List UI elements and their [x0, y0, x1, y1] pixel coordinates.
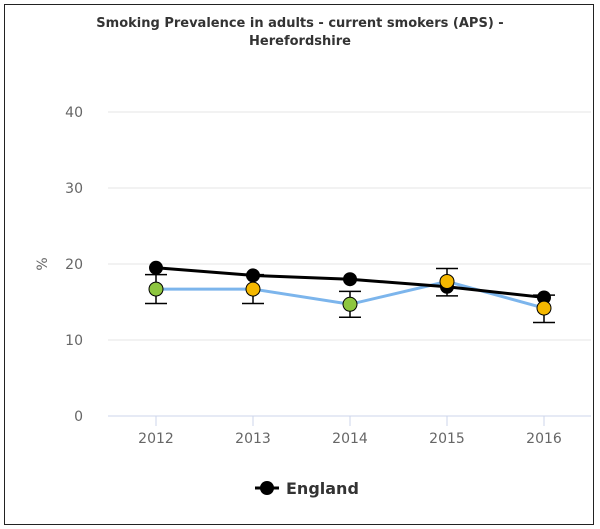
legend-label-england: England: [286, 479, 359, 498]
herefordshire-point: [439, 273, 455, 289]
x-tick-label: 2014: [332, 431, 368, 447]
chart-frame: Smoking Prevalence in adults - current s…: [4, 4, 594, 525]
y-tick-label: 20: [65, 257, 83, 273]
herefordshire-point: [342, 296, 358, 312]
x-tick-label: 2015: [429, 431, 465, 447]
england-point: [343, 272, 357, 287]
england-point: [149, 260, 163, 275]
y-tick-label: 10: [65, 333, 83, 349]
y-axis-label: %: [35, 257, 51, 270]
y-tick-label: 40: [65, 105, 83, 121]
herefordshire-point: [148, 281, 164, 297]
y-tick-label: 30: [65, 181, 83, 197]
x-tick-label: 2016: [526, 431, 562, 447]
herefordshire-point: [536, 300, 552, 316]
chart-title-line-2: Herefordshire: [249, 34, 351, 49]
chart-plot: 0 10 20 30 40 2012 2013 2014 2015 2016% England: [35, 105, 591, 498]
chart-title-line-1: Smoking Prevalence in adults - current s…: [96, 16, 504, 31]
legend-marker-england: [260, 481, 274, 495]
x-tick-label: 2012: [138, 431, 174, 447]
y-tick-label: 0: [74, 409, 83, 425]
herefordshire-point: [245, 281, 261, 297]
chart-title: Smoking Prevalence in adults - current s…: [5, 15, 595, 51]
x-tick-label: 2013: [235, 431, 271, 447]
